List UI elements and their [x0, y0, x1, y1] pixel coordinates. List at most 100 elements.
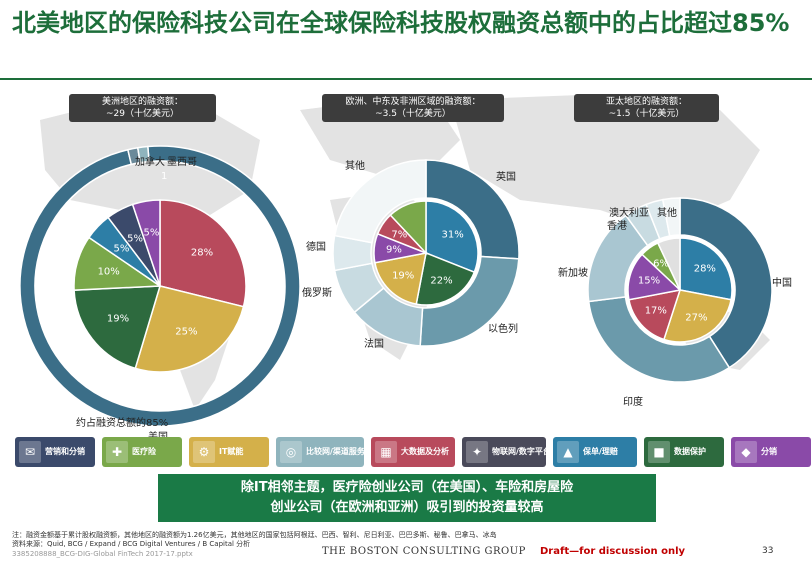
label-mexico-value: 1: [161, 171, 168, 182]
emea-inner-pct-label: 31%: [441, 229, 464, 241]
apac-outer-segment: [679, 197, 773, 369]
apac-inner-pct-label: 6%: [653, 258, 669, 270]
lock-icon: ■: [648, 441, 670, 463]
emea-pie-chart: [332, 159, 520, 347]
emea-inner-segment: [415, 251, 476, 306]
apac-inner-segment: [627, 253, 682, 301]
page-number: 33: [762, 546, 774, 556]
label-apac-other: 其他: [657, 208, 677, 219]
category-chip: ✦ 物联网/数字平台: [462, 437, 546, 467]
label-singapore: 新加坡: [558, 268, 588, 279]
category-chip: ◎ 比较网/渠道服务: [276, 437, 364, 467]
footnote-file: 3385208888_BCG-DIG-Global FinTech 2017-1…: [12, 550, 193, 558]
emea-inner-segment: [389, 200, 427, 255]
label-germany: 德国: [306, 242, 326, 253]
distribution-icon: ◆: [735, 441, 757, 463]
draft-notice: Draft—for discussion only: [540, 546, 686, 557]
megaphone-icon: ✉: [19, 441, 41, 463]
category-label: 比较网/渠道服务: [306, 447, 364, 456]
category-chip: ⚙ IT赋能: [189, 437, 269, 467]
apac-inner-segment: [656, 237, 681, 291]
category-label: 数据保护: [674, 447, 706, 456]
emea-inner-pct-label: 19%: [392, 270, 415, 282]
region-header-apac: 亚太地区的融资额： ~1.5（十亿美元）: [574, 94, 719, 122]
category-label: 物联网/数字平台: [492, 447, 546, 456]
category-label: 分销: [761, 447, 777, 456]
americas-inner-pct-label: 25%: [175, 326, 198, 338]
emea-inner-pct-label: 22%: [430, 275, 453, 287]
apac-inner-segment: [662, 289, 732, 343]
apac-inner-segment: [628, 289, 682, 341]
chart-canvas: [19, 95, 773, 427]
compare-icon: ◎: [280, 441, 302, 463]
emea-inner-pct-label: 7%: [391, 229, 408, 241]
apac-outer-segment: [587, 296, 731, 383]
label-australia: 澳大利亚: [609, 208, 649, 219]
chart-icon: ▲: [557, 441, 579, 463]
category-chip: ▦ 大数据及分析: [371, 437, 455, 467]
bcg-logo-text: THE BOSTON CONSULTING GROUP: [322, 546, 526, 557]
americas-inner-pct-label: 28%: [190, 247, 214, 259]
label-india: 印度: [623, 397, 643, 408]
category-label: 营销和分销: [45, 447, 85, 456]
region-header-americas: 美洲地区的融资额： ~29（十亿美元）: [69, 94, 216, 122]
category-label: 大数据及分析: [401, 447, 449, 456]
label-emea-other: 其他: [345, 161, 365, 172]
category-chip: ✉ 营销和分销: [15, 437, 95, 467]
category-label: IT赋能: [219, 447, 244, 456]
apac-inner-pct-label: 27%: [685, 312, 708, 324]
emea-inner-segment: [374, 252, 427, 305]
callout-line-1: 除IT相邻主题，医疗险创业公司（在美国）、车险和房屋险: [240, 480, 574, 495]
americas-inner-segment: [131, 199, 161, 287]
americas-inner-segment: [159, 199, 247, 308]
americas-outer-segment: [19, 145, 301, 427]
apac-outer-segment: [661, 197, 681, 237]
apac-inner-segment: [679, 237, 733, 301]
americas-inner-pct-label: 5%: [113, 243, 130, 255]
region-amount: ~1.5（十亿美元）: [608, 109, 685, 119]
region-header-emea: 欧洲、中东及非洲区域的融资额： ~3.5（十亿美元）: [322, 94, 504, 122]
footnote-source: 资料来源：Quid, BCG / Expand / BCG Digital Ve…: [12, 540, 251, 548]
label-china: 中国: [772, 278, 792, 289]
label-uk: 英国: [496, 172, 516, 183]
data-icon: ▦: [375, 441, 397, 463]
region-amount: ~3.5（十亿美元）: [375, 109, 451, 119]
annotation-85pct: 约占融资总额的85%: [76, 418, 169, 429]
apac-inner-pct-label: 28%: [693, 263, 716, 275]
apac-inner-pct-label: 17%: [644, 305, 667, 317]
callout-line-2: 创业公司（在欧洲和亚洲）吸引到的投资量较高: [270, 500, 544, 515]
gear-icon: ⚙: [193, 441, 215, 463]
footnote-note: 注：融资金额基于累计股权融资额，其他地区的融资额为1.26亿美元，其他地区的国家…: [12, 531, 497, 539]
emea-outer-segment: [333, 159, 427, 244]
label-israel: 以色列: [488, 324, 518, 335]
emea-inner-pct-label: 9%: [385, 244, 402, 256]
category-chip: ▲ 保单/理赔: [553, 437, 637, 467]
region-name: 亚太地区的融资额：: [605, 97, 687, 107]
iot-icon: ✦: [466, 441, 488, 463]
apac-pie-chart: [587, 197, 773, 383]
label-mexico: 墨西哥: [167, 157, 197, 168]
label-canada: 加拿大: [135, 157, 165, 168]
page-title: 北美地区的保险科技公司在全球保险科技股权融资总额中的占比超过85%: [12, 9, 790, 37]
category-chip: ◆ 分销: [731, 437, 811, 467]
category-legend: ✉ 营销和分销 ✚ 医疗险 ⚙ IT赋能 ◎ 比较网/渠道服务 ▦ 大数据及分析 ✦ 物联网/数字平台…: [15, 437, 811, 469]
category-chip: ■ 数据保护: [644, 437, 724, 467]
americas-outer-segment: [136, 145, 150, 164]
emea-inner-segment: [425, 200, 479, 274]
americas-inner-pct-label: 5%: [127, 233, 144, 245]
medical-icon: ✚: [106, 441, 128, 463]
region-name: 美洲地区的融资额：: [101, 97, 183, 107]
label-russia: 俄罗斯: [302, 288, 332, 299]
americas-inner-pct-label: 5%: [143, 227, 160, 239]
region-name: 欧洲、中东及非洲区域的融资额：: [345, 97, 481, 107]
apac-inner-pct-label: 15%: [637, 275, 661, 287]
region-amount: ~29（十亿美元）: [106, 109, 179, 119]
title-divider: [0, 78, 812, 80]
category-label: 保单/理赔: [583, 447, 618, 456]
category-chip: ✚ 医疗险: [102, 437, 182, 467]
key-insight-callout: 除IT相邻主题，医疗险创业公司（在美国）、车险和房屋险 创业公司（在欧洲和亚洲）…: [158, 474, 656, 522]
label-france: 法国: [364, 339, 384, 350]
americas-pie-chart: [19, 145, 301, 427]
americas-inner-pct-label: 10%: [97, 266, 120, 277]
americas-inner-pct-label: 19%: [106, 313, 130, 325]
